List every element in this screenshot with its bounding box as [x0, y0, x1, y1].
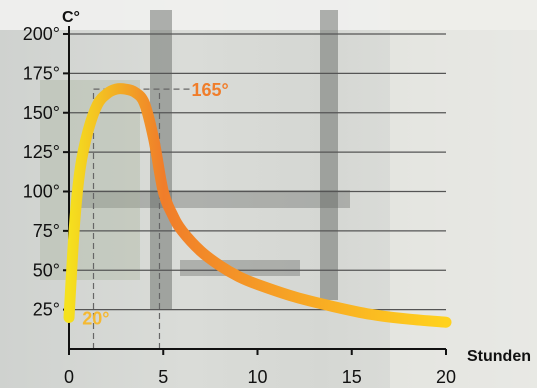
y-tick-label: 175°: [23, 63, 60, 83]
y-tick-label: 200°: [23, 24, 60, 44]
value-annotation: 20°: [82, 309, 109, 329]
annotations: 165° 20°: [82, 80, 229, 328]
x-tick-label: 15: [342, 367, 362, 387]
x-tick-label: 20: [436, 367, 456, 387]
temperature-curve: [63, 83, 452, 328]
y-tick-label: 50°: [33, 260, 60, 280]
grid-lines: [69, 33, 446, 311]
y-tick-label: 25°: [33, 300, 60, 320]
x-axis-title: Stunden: [467, 348, 531, 365]
y-tick-label: 75°: [33, 221, 60, 241]
value-annotation: 165°: [192, 80, 229, 100]
reference-lines: [92, 88, 194, 349]
y-tick-label: 150°: [23, 103, 60, 123]
y-tick-labels: 25° 50° 75° 100° 125° 150° 175° 200°: [23, 24, 60, 320]
x-tick-label: 5: [158, 367, 168, 387]
y-axis-title: C°: [62, 9, 80, 26]
x-tick-label: 10: [247, 367, 267, 387]
y-tick-label: 125°: [23, 142, 60, 162]
x-tick-label: 0: [64, 367, 74, 387]
axes: [63, 26, 447, 355]
y-tick-label: 100°: [23, 182, 60, 202]
x-tick-labels: 0 5 10 15 20: [64, 367, 456, 387]
